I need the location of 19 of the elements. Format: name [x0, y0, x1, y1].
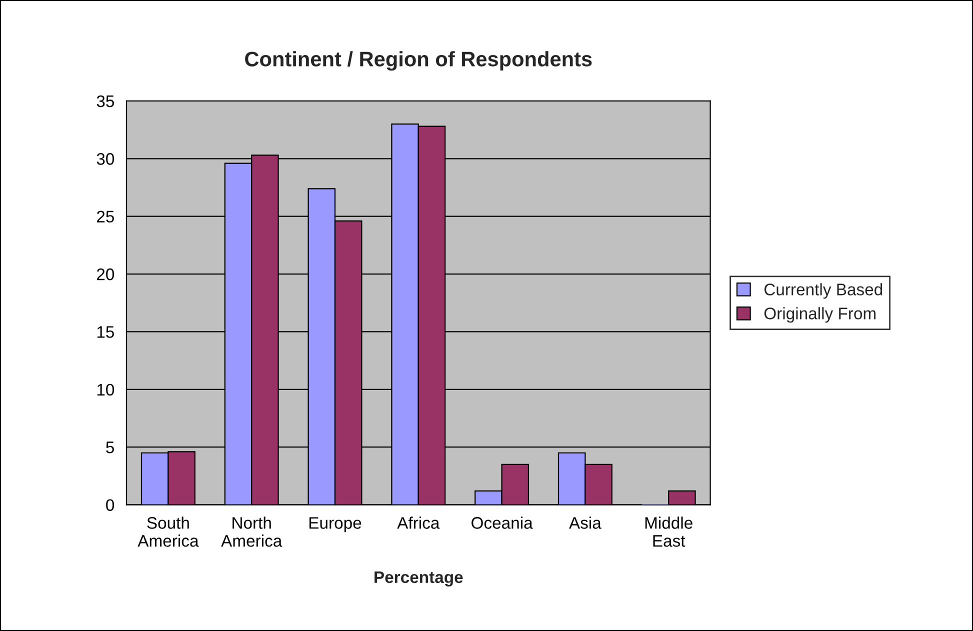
y-tick-label: 35	[96, 95, 114, 108]
x-tick-label: Africa	[397, 516, 440, 529]
y-tick-label: 5	[106, 442, 114, 454]
x-tick-label: Middle East	[645, 516, 692, 547]
x-tick-label: Asia	[569, 516, 602, 529]
x-axis-title: Percentage	[374, 571, 463, 586]
y-tick-label: 15	[97, 326, 114, 338]
y-tick-label: 30	[96, 153, 114, 165]
y-tick-label: 20	[96, 268, 114, 280]
y-tick-label: 10	[97, 384, 114, 396]
legend-label: Originally From	[764, 307, 876, 323]
chart-title: Continent / Region of Respondents	[245, 51, 592, 71]
y-tick-label: 0	[106, 499, 114, 512]
x-tick-label: South America	[138, 516, 199, 547]
x-tick-label: North America	[221, 516, 282, 547]
x-tick-label: Europe	[309, 517, 362, 532]
y-tick-label: 25	[96, 210, 114, 223]
legend-label: Currently Based	[764, 283, 882, 299]
x-tick-label: Oceania	[472, 516, 533, 529]
